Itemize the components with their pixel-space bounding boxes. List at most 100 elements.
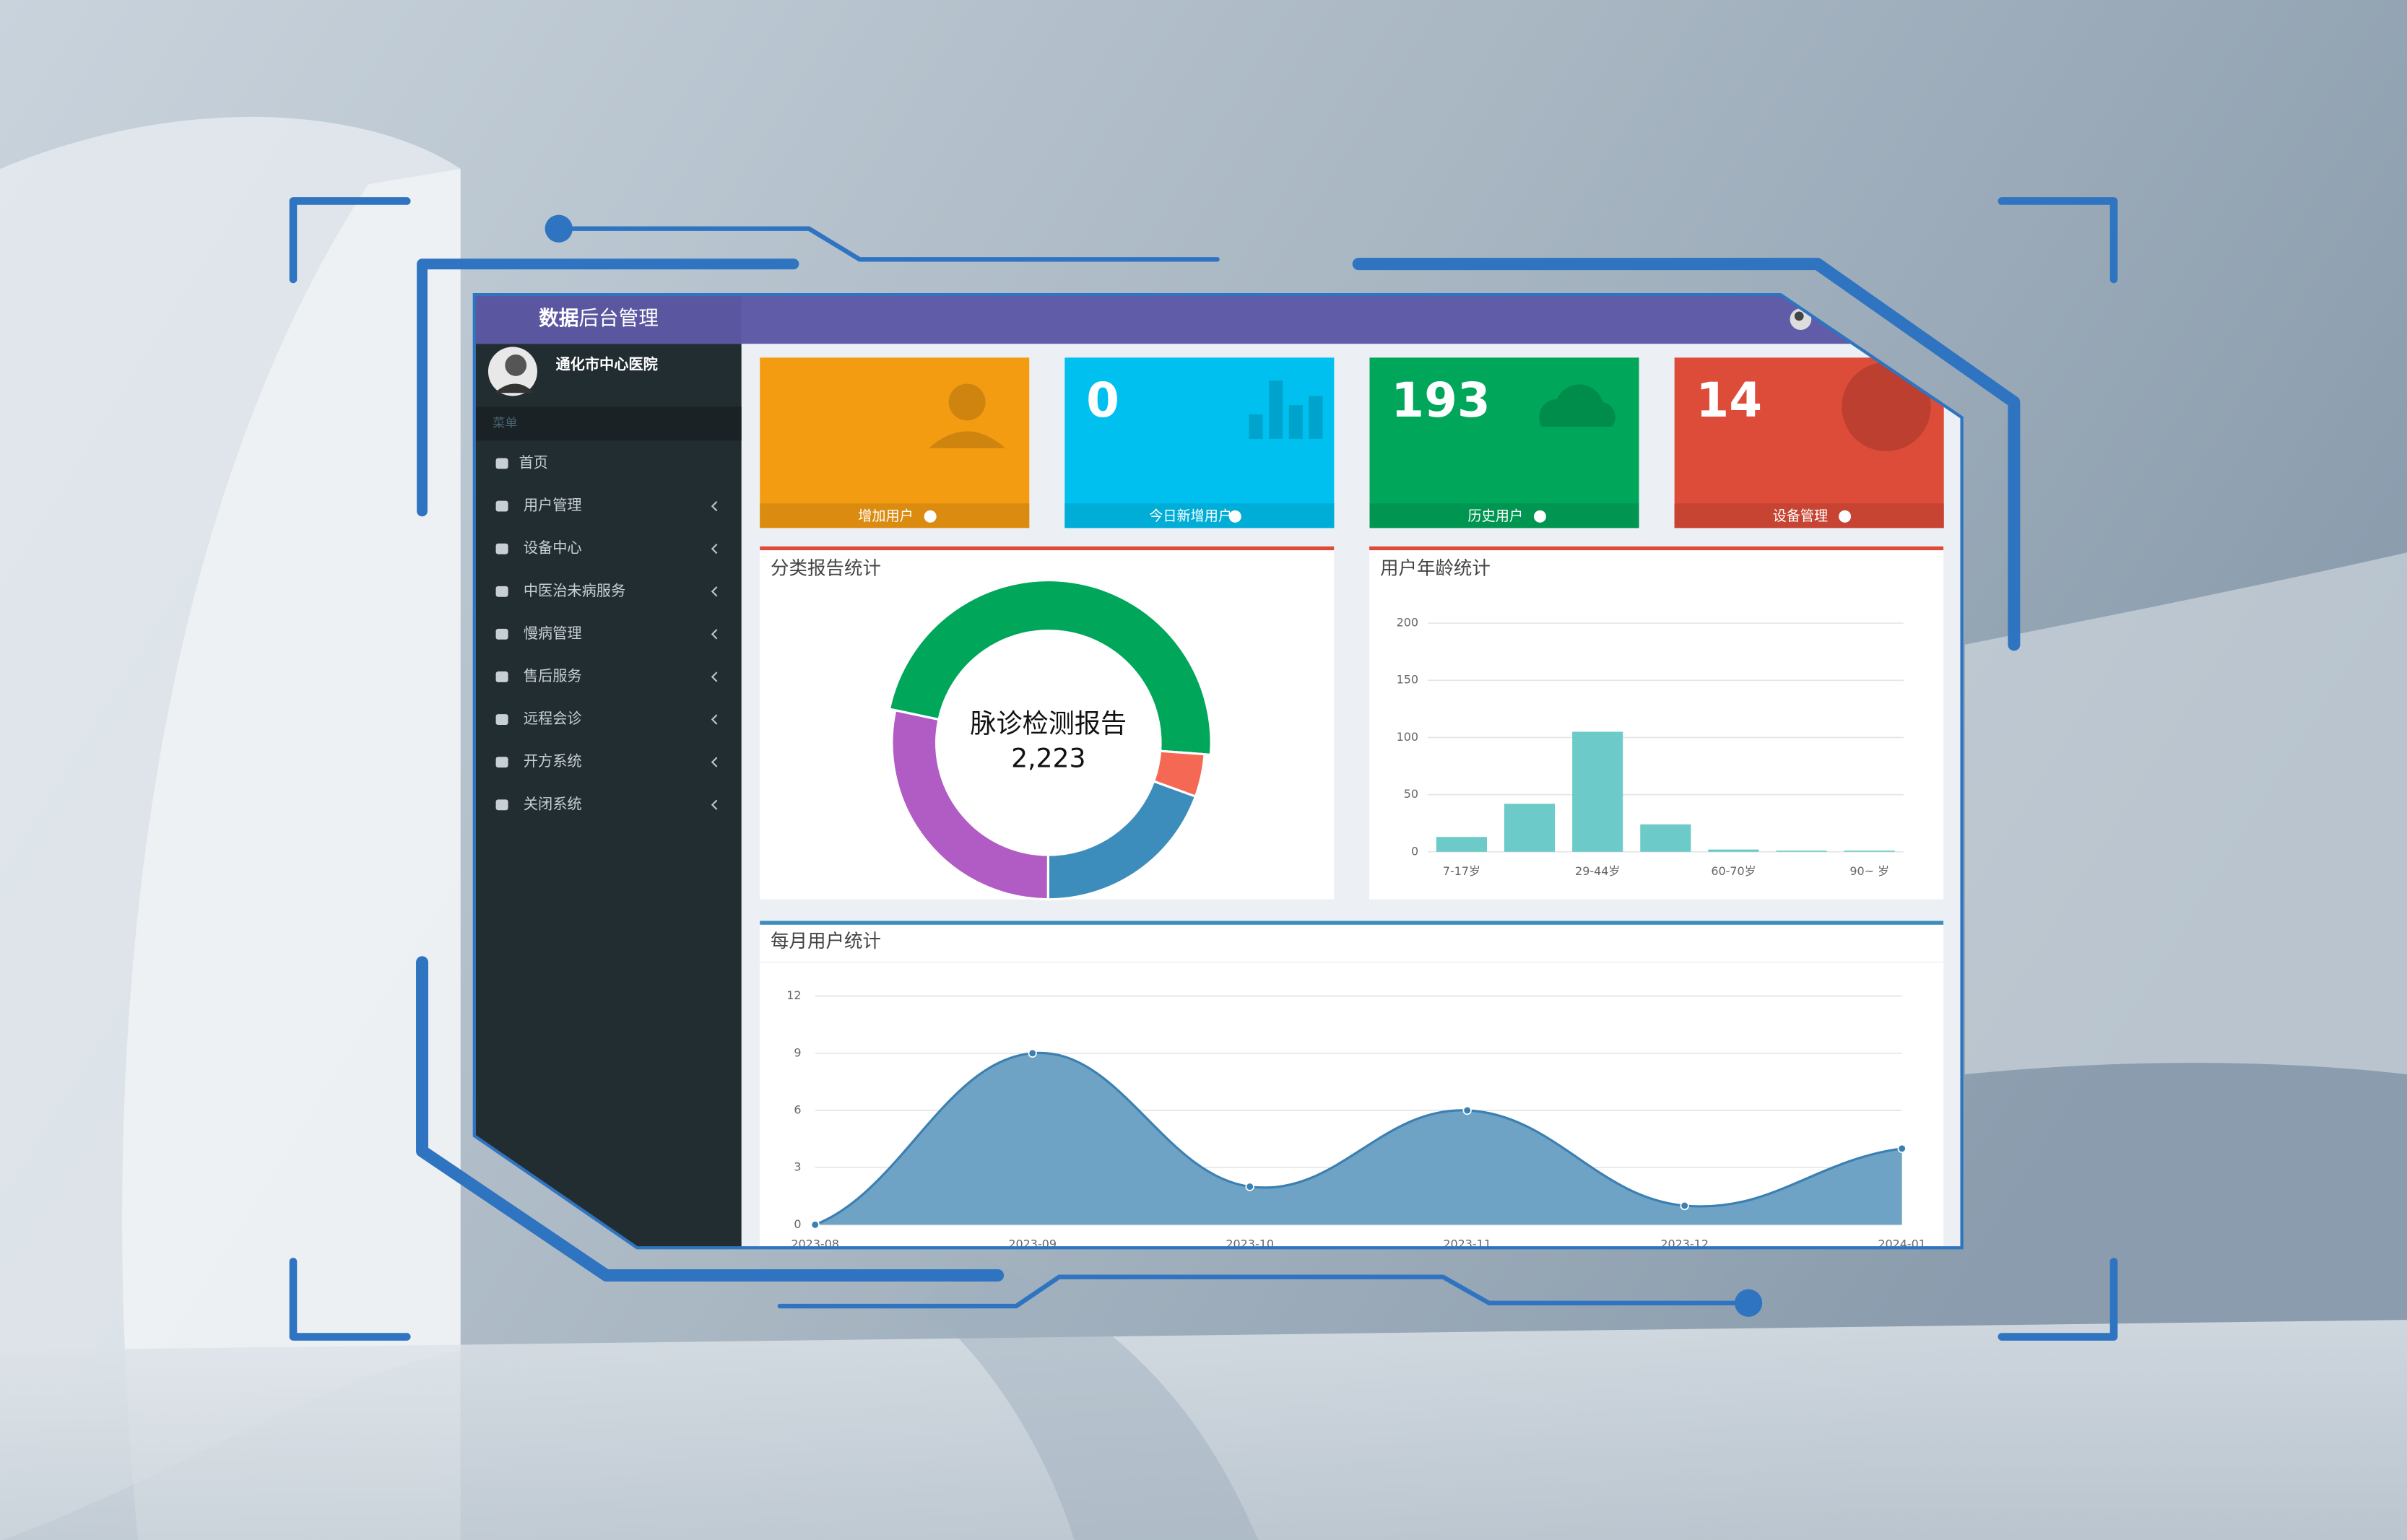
panel-title: 用户年龄统计 <box>1380 558 1491 580</box>
menu-item[interactable]: 设备中心 <box>495 539 718 557</box>
menu-item[interactable]: 用户管理 <box>495 497 718 514</box>
menu-item-label: 设备中心 <box>524 539 582 557</box>
x-tick-label: 29-44岁 <box>1575 864 1620 878</box>
card-icon <box>1269 380 1283 439</box>
arrow-icon <box>1839 510 1852 523</box>
card-body <box>1369 357 1639 528</box>
card-body <box>1064 357 1335 528</box>
card-icon <box>929 431 1006 448</box>
point <box>810 1220 820 1230</box>
frame-decoration <box>289 197 2118 1341</box>
x-tick-label: 2023-10 <box>1226 1237 1274 1251</box>
menu-item-label: 中医治未病服务 <box>524 582 625 599</box>
y-tick-label: 200 <box>1397 616 1418 630</box>
bar <box>1776 851 1827 852</box>
card-footer-label: 今日新增用户 <box>1149 508 1232 524</box>
donut-center-value: 2,223 <box>1011 742 1085 773</box>
menu-icon <box>495 500 508 512</box>
y-tick-label: 3 <box>794 1160 801 1174</box>
x-tick-label: 7-17岁 <box>1443 864 1480 878</box>
dashboard-window: 数据后台管理 通化市中心医院 菜单 首页用户管理设备中心中医治未病服务慢病管理售… <box>474 295 1962 1251</box>
card-footer[interactable]: 历史用户 <box>1369 503 1639 528</box>
donut-center-label: 脉诊检测报告 <box>970 708 1127 739</box>
chevron <box>711 544 718 554</box>
sidebar <box>474 344 742 1248</box>
menu-item-label: 远程会诊 <box>524 710 582 727</box>
x-tick-label: 90~ 岁 <box>1849 864 1889 878</box>
menu-item-label: 关闭系统 <box>524 795 582 812</box>
x-tick-label: 2023-08 <box>791 1237 839 1251</box>
menu-item-label: 首页 <box>519 453 547 471</box>
y-tick-label: 0 <box>794 1217 801 1231</box>
card-footer-label: 增加用户 <box>858 508 913 524</box>
card-value: 14 <box>1696 373 1762 428</box>
arrow-icon <box>924 510 937 523</box>
window-border <box>472 293 1964 1250</box>
header-title-bold: 数据 <box>539 306 578 330</box>
point <box>1028 1048 1037 1058</box>
card-icon <box>1249 414 1263 439</box>
chevron <box>711 757 718 767</box>
chevron <box>711 629 718 640</box>
stat-card: 193 历史用户 <box>1369 357 1639 528</box>
bar <box>1640 824 1691 852</box>
y-tick-label: 100 <box>1397 730 1418 744</box>
card-footer[interactable]: 增加用户 <box>760 503 1030 528</box>
menu-item[interactable]: 中医治未病服务 <box>495 582 718 599</box>
menu-icon <box>495 671 508 682</box>
x-tick-label: 2023-09 <box>1008 1237 1057 1251</box>
y-tick-label: 6 <box>794 1102 801 1116</box>
menu-label: 菜单 <box>493 417 517 431</box>
y-tick-label: 12 <box>786 988 801 1002</box>
header-avatar[interactable] <box>1790 308 1812 331</box>
y-tick-label: 150 <box>1397 673 1418 687</box>
x-tick-label: 60-70岁 <box>1711 864 1756 878</box>
user-name: 通化市中心医院 <box>555 355 657 373</box>
card-value: 193 <box>1391 373 1491 428</box>
menu-item[interactable]: 慢病管理 <box>495 625 718 642</box>
x-tick-label: 2023-11 <box>1443 1237 1491 1251</box>
menu-icon <box>495 543 508 554</box>
menu-item[interactable]: 售后服务 <box>495 667 718 684</box>
card-footer-bg <box>760 503 1030 528</box>
menu-item[interactable]: 远程会诊 <box>495 710 718 727</box>
x-tick-label: 2024-01 <box>1878 1237 1926 1251</box>
header-title: 数据后台管理 <box>539 306 659 330</box>
header-title-rest: 后台管理 <box>578 306 659 330</box>
area <box>815 1053 1902 1225</box>
stat-card: 14 设备管理 <box>1674 357 1944 528</box>
menu-icon <box>495 586 508 597</box>
chevron <box>711 671 718 682</box>
card-body <box>760 357 1030 528</box>
line <box>815 1051 1902 1226</box>
chevron <box>711 714 718 725</box>
card-footer[interactable]: 今日新增用户 <box>1064 503 1335 528</box>
chevron <box>711 799 718 810</box>
menu-item[interactable]: 首页 <box>495 453 548 471</box>
bar <box>1708 849 1759 852</box>
chevron <box>711 500 718 512</box>
donut-segment <box>890 708 1050 901</box>
menu-icon <box>495 628 508 640</box>
y-tick-label: 9 <box>794 1045 801 1059</box>
chevron <box>711 586 718 597</box>
card-body <box>1674 357 1944 528</box>
stat-card: 0 今日新增用户 <box>1064 357 1335 528</box>
bar <box>1844 851 1895 852</box>
arrow-icon <box>1533 510 1546 523</box>
card-footer-bg <box>1674 503 1944 528</box>
stat-card: 增加用户 <box>760 357 1030 528</box>
menu-item-label: 售后服务 <box>524 667 582 684</box>
card-footer[interactable]: 设备管理 <box>1674 503 1944 528</box>
point <box>1897 1144 1907 1153</box>
menu-icon <box>495 458 508 469</box>
menu-item[interactable]: 开方系统 <box>495 752 718 770</box>
menu-icon <box>495 714 508 726</box>
card-footer-label: 设备管理 <box>1773 508 1828 524</box>
menu-item-label: 开方系统 <box>524 752 582 770</box>
panel-title: 分类报告统计 <box>771 558 881 580</box>
menu-item[interactable]: 关闭系统 <box>495 795 718 812</box>
card-icon <box>948 383 986 421</box>
y-tick-label: 50 <box>1404 787 1418 801</box>
bar <box>1436 837 1487 852</box>
